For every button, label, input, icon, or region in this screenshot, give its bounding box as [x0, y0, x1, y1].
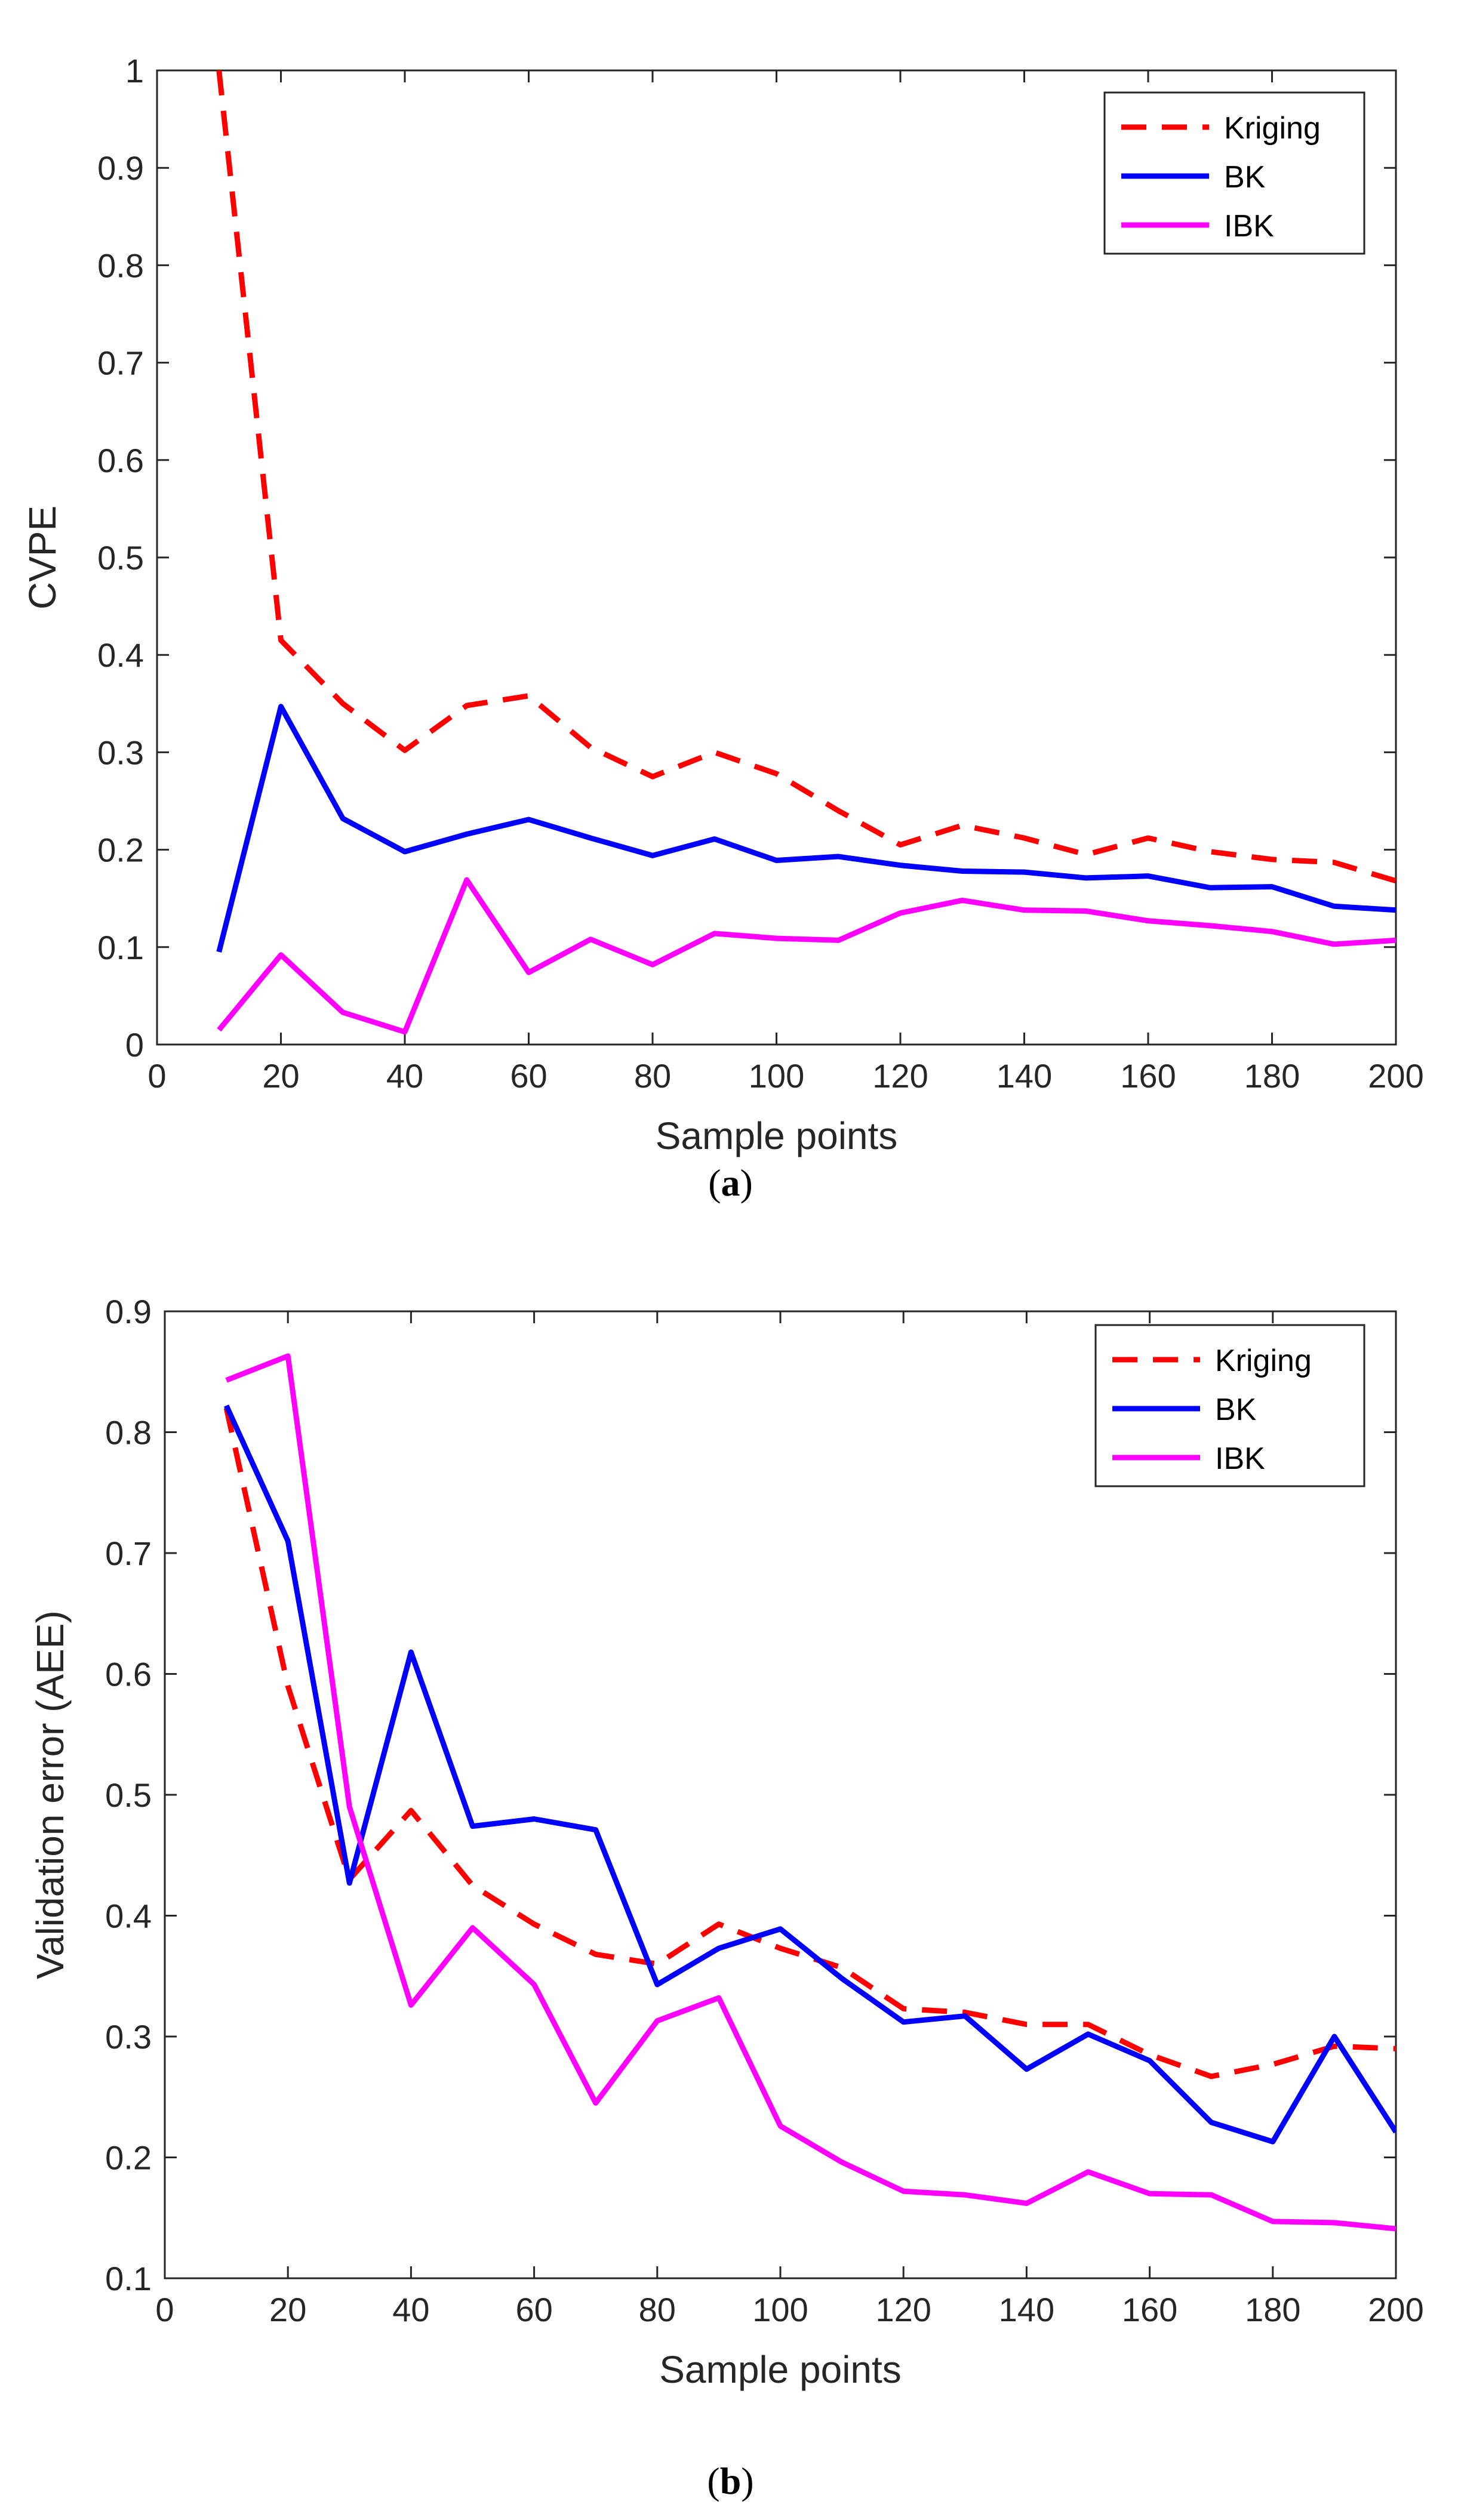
- y-tick-label-a: 0.3: [97, 734, 144, 771]
- x-tick-label-b: 60: [515, 2291, 552, 2328]
- x-tick-label-b: 120: [875, 2291, 931, 2328]
- x-tick-label-b: 200: [1368, 2291, 1423, 2328]
- y-tick-label-b: 0.9: [105, 1293, 152, 1330]
- y-tick-label-b: 0.5: [105, 1776, 152, 1814]
- x-tick-label-a: 80: [634, 1057, 671, 1095]
- legend-label-kriging-b: Kriging: [1215, 1344, 1312, 1378]
- chart-b: 0 20 40 60 80 100 120 140 160 180 200 0.1 0.2 0.3 0.4 0…: [29, 1293, 1424, 2391]
- x-tick-label-a: 20: [262, 1057, 299, 1095]
- x-tick-label-a: 100: [749, 1057, 804, 1095]
- series-line-bk-a: [216, 704, 1396, 953]
- figure-a: 0 20 40 60 80 100 120 140 160 180 200 0 0.1 0.2 0.3 0.4…: [0, 0, 1461, 1241]
- x-tick-label-a: 120: [872, 1057, 928, 1095]
- x-tick-label-b: 160: [1122, 2291, 1177, 2328]
- legend-label-kriging-a: Kriging: [1224, 111, 1321, 146]
- y-tick-label-a: 0.1: [97, 929, 144, 966]
- x-tick-label-a: 200: [1368, 1057, 1423, 1095]
- x-tick-label-a: 140: [996, 1057, 1052, 1095]
- y-tick-label-b: 0.7: [105, 1535, 152, 1572]
- series-line-bk-b: [224, 1404, 1396, 2145]
- x-tick-label-b: 80: [639, 2291, 676, 2328]
- y-axis-label-b: Validation error (AEE): [29, 1610, 72, 1979]
- x-tick-label-b: 20: [269, 2291, 306, 2328]
- x-tick-label-b: 100: [752, 2291, 808, 2328]
- y-tick-label-b: 0.4: [105, 1897, 152, 1935]
- y-tick-label-b: 0.1: [105, 2260, 152, 2297]
- x-tick-label-a: 40: [386, 1057, 423, 1095]
- x-tick-label-a: 60: [510, 1057, 547, 1095]
- y-tick-label-a: 0.9: [97, 149, 144, 187]
- x-axis-label-a: Sample points: [656, 1114, 898, 1157]
- caption-a-letter: a: [721, 1162, 740, 1204]
- y-tick-label-b: 0.2: [105, 2139, 152, 2177]
- caption-b-letter: b: [719, 2460, 742, 2502]
- legend-label-bk-a: BK: [1224, 160, 1266, 195]
- y-tick-label-a: 0.4: [97, 636, 144, 674]
- x-tick-label-b: 180: [1245, 2291, 1300, 2328]
- series-line-kriging-a: [216, 70, 1396, 884]
- series-line-kriging-b: [223, 1407, 1396, 2080]
- x-tick-label-b: 140: [999, 2291, 1054, 2328]
- x-tick-label-a: 0: [147, 1057, 166, 1095]
- y-tick-label-a: 0.6: [97, 442, 144, 479]
- y-tick-label-a: 0.8: [97, 247, 144, 284]
- y-tick-label-b: 0.6: [105, 1656, 152, 1693]
- x-tick-label-a: 180: [1244, 1057, 1300, 1095]
- y-tick-label-a: 0.7: [97, 344, 144, 382]
- x-tick-label-b: 40: [392, 2291, 429, 2328]
- caption-b: (b): [707, 2460, 754, 2502]
- x-tick-label-a: 160: [1120, 1057, 1176, 1095]
- y-tick-label-a: 0.5: [97, 539, 144, 577]
- y-tick-label-b: 0.8: [105, 1414, 152, 1452]
- series-line-ibk-b: [225, 1353, 1396, 2232]
- x-tick-label-b: 0: [155, 2291, 174, 2328]
- legend-label-ibk-a: IBK: [1224, 209, 1274, 244]
- y-tick-label-a: 0.2: [97, 831, 144, 869]
- caption-a: (a): [708, 1162, 753, 1204]
- y-axis-label-a: CVPE: [21, 506, 64, 609]
- y-tick-label-a: 0: [125, 1026, 144, 1064]
- legend-label-bk-b: BK: [1215, 1393, 1257, 1427]
- legend-label-ibk-b: IBK: [1215, 1441, 1265, 1476]
- chart-a: 0 20 40 60 80 100 120 140 160 180 200 0 0.1 0.2 0.3 0.4…: [21, 52, 1424, 1157]
- series-line-ibk-a: [217, 877, 1396, 1035]
- x-axis-label-b: Sample points: [659, 2348, 902, 2391]
- y-tick-label-a: 1: [125, 52, 144, 90]
- y-tick-label-b: 0.3: [105, 2018, 152, 2056]
- figure-b: 0 20 40 60 80 100 120 140 160 180 200 0.1 0.2 0.3 0.4 0…: [0, 1241, 1461, 2520]
